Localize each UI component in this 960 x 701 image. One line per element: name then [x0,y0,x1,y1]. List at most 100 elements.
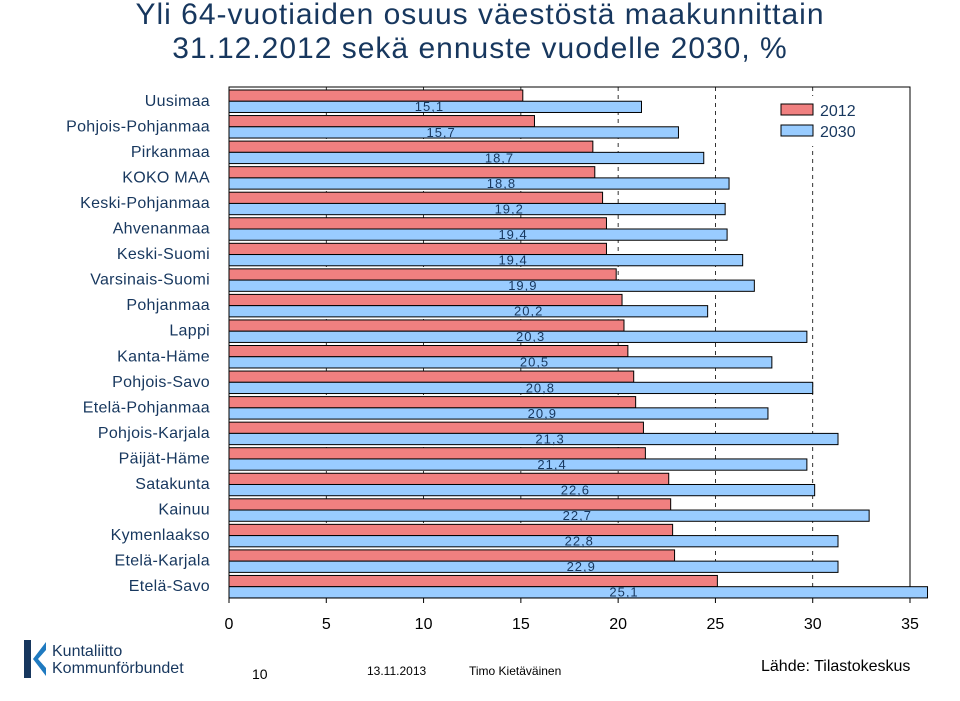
bar-2030 [228,330,808,343]
bar-2030 [228,458,808,471]
footer-author: Timo Kietäväinen [469,664,562,678]
x-tick-label: 10 [415,616,433,633]
legend-swatch-2012 [780,103,814,116]
bar-2030 [228,305,709,318]
kuntaliitto-logo-icon [24,640,46,678]
data-label-2012: 15,7 [426,125,455,140]
bar-2030 [228,483,816,497]
bar-2030 [228,509,870,522]
data-label-2012: 20,5 [520,355,549,370]
data-label-2012: 20,2 [514,304,543,319]
data-label-2012: 19,2 [495,201,524,216]
bar-2012 [228,498,672,511]
bar-2012 [228,115,535,128]
bar-2012 [228,549,676,562]
x-tick-label: 15 [512,616,530,633]
bar-2012 [228,345,629,358]
bar-2012 [228,191,604,204]
bar-2012 [228,293,623,307]
legend-swatch-2030 [780,124,814,137]
x-tick-label: 0 [225,616,234,633]
category-label: Etelä-Savo [129,578,210,595]
data-label-2012: 21,3 [535,431,564,446]
bar-2012 [228,217,607,230]
bar-2012 [228,370,635,383]
data-label-2012: 20,8 [526,380,555,395]
x-tick-label: 25 [707,616,725,633]
bar-2012 [228,319,625,332]
x-tick-label: 30 [804,616,822,633]
bar-2012 [228,268,617,281]
bar-2030 [228,560,839,573]
bar-2012 [228,89,524,102]
data-label-2012: 20,3 [516,329,545,344]
x-tick-label: 5 [322,616,331,633]
legend-label-2012: 2012 [820,103,856,120]
category-label: Kainuu [158,502,210,519]
category-label: Varsinais-Suomi [90,272,210,289]
bar-2030 [228,535,839,548]
data-label-2012: 20,9 [528,406,557,421]
data-label-2012: 22,6 [561,482,590,497]
category-label: Satakunta [135,476,210,493]
logo-text-kommunforbundet: Kommunförbundet [52,660,184,677]
bar-2012 [228,574,718,588]
category-label: Päijät-Häme [119,450,210,467]
bar-2012 [228,396,637,409]
bar-2012 [228,447,646,460]
bar-2030 [228,381,814,395]
bar-2030 [228,356,773,369]
category-label: Pirkanmaa [131,144,210,161]
bar-2030 [228,586,929,599]
bar-2030 [228,432,839,446]
data-label-2012: 22,9 [567,559,596,574]
bar-2012 [228,421,644,434]
slide-title-line1: Yli 64-vuotiaiden osuus väestöstä maakun… [135,0,825,31]
data-label-2012: 18,8 [487,176,516,191]
bar-2012 [228,242,607,256]
bar-2030 [228,126,679,139]
category-label: Pohjois-Savo [112,374,210,391]
footer-date: 13.11.2013 [367,664,427,678]
category-label: Lappi [169,323,210,340]
bar-2030 [228,202,726,216]
data-label-2012: 22,8 [565,534,594,549]
bar-2012 [228,140,594,153]
bar-2030 [228,177,730,190]
x-tick-label: 35 [901,616,919,633]
bar-2030 [228,279,755,292]
bar-2030 [228,151,705,165]
data-label-2012: 21,4 [537,457,566,472]
legend-label-2030: 2030 [820,124,856,141]
category-label: Etelä-Pohjanmaa [83,399,210,416]
source-note: Lähde: Tilastokeskus [761,658,911,675]
data-label-2012: 15,1 [415,99,444,114]
bar-2030 [228,228,728,241]
data-label-2012: 19,9 [508,278,537,293]
category-label: Ahvenanmaa [113,221,210,238]
category-label: Keski-Pohjanmaa [80,195,210,212]
x-tick-label: 20 [609,616,627,633]
data-label-2012: 19,4 [498,227,527,242]
category-label: Pohjois-Pohjanmaa [66,118,210,135]
category-label: Pohjanmaa [126,297,210,314]
bar-2012 [228,472,670,485]
bar-2012 [228,166,596,179]
logo-text-kuntaliitto: Kuntaliitto [52,643,123,660]
category-label: KOKO MAA [122,169,210,186]
category-label: Uusimaa [145,93,210,110]
bar-2030 [228,254,744,267]
slide-title-line2: 31.12.2012 sekä ennuste vuodelle 2030, % [172,32,788,65]
page-number: 10 [252,666,268,682]
category-label: Kymenlaakso [111,527,210,544]
bar-2030 [228,100,642,113]
category-label: Kanta-Häme [117,348,210,365]
bar-2012 [228,523,674,537]
data-label-2012: 22,7 [563,508,592,523]
bar-2030 [228,407,769,420]
category-label: Etelä-Karjala [114,553,210,570]
category-label: Keski-Suomi [117,246,210,263]
data-label-2012: 18,7 [485,150,514,165]
category-label: Pohjois-Karjala [98,425,210,442]
